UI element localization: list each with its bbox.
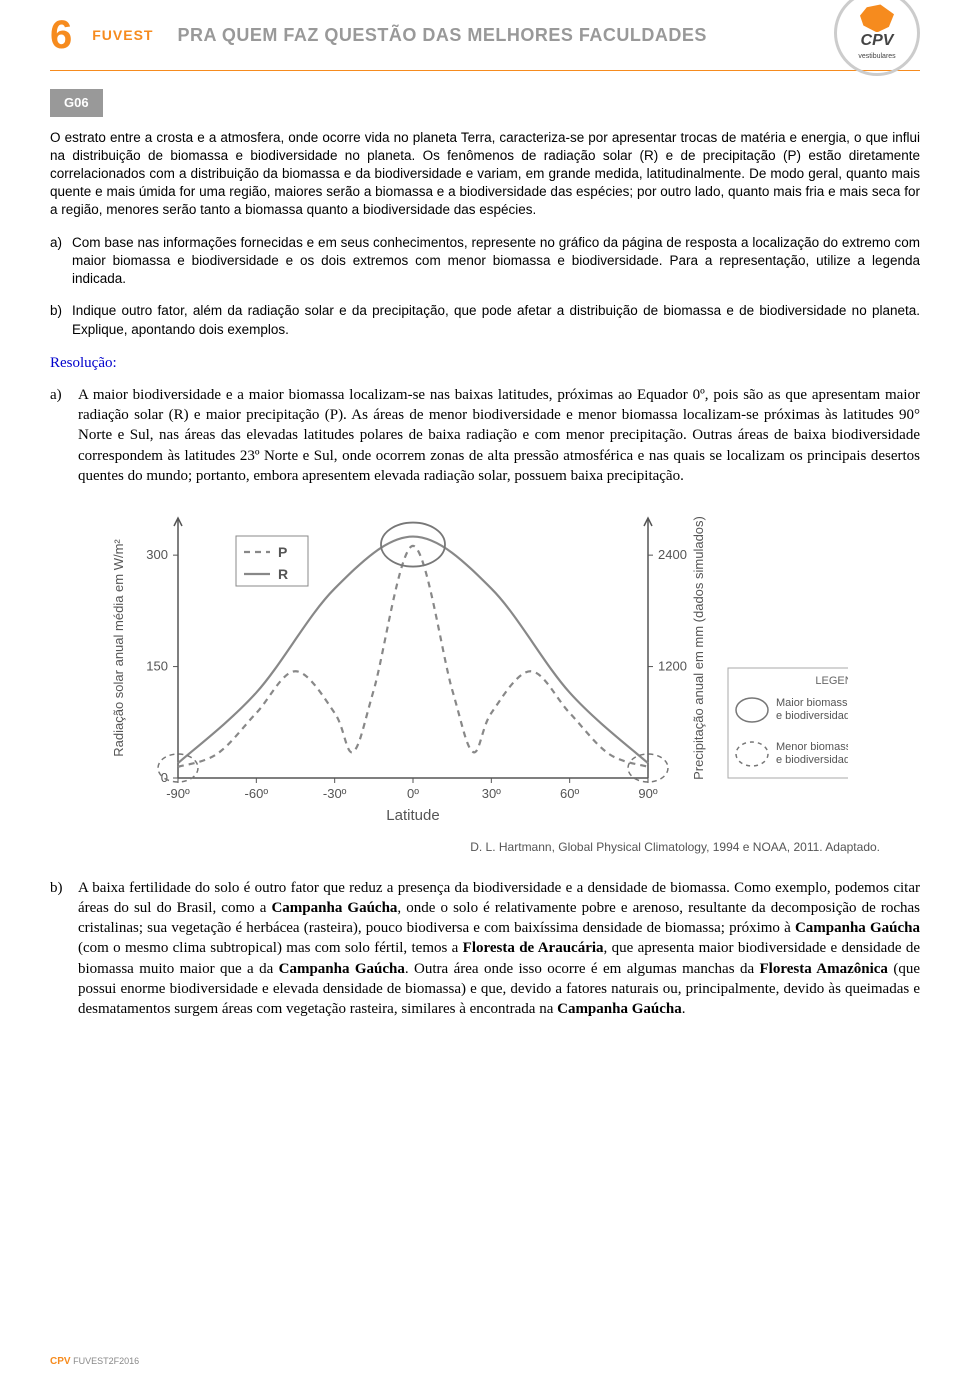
item-a-label: a) [50, 234, 72, 252]
svg-text:60º: 60º [560, 786, 579, 801]
svg-text:2400: 2400 [658, 547, 687, 562]
item-b-label: b) [50, 302, 72, 320]
item-b-text: Indique outro fator, além da radiação so… [50, 302, 920, 338]
svg-text:-90º: -90º [166, 786, 190, 801]
svg-text:e biodiversidade: e biodiversidade [776, 754, 848, 766]
svg-text:0º: 0º [407, 786, 419, 801]
svg-text:-30º: -30º [323, 786, 347, 801]
footer-brand: CPV [50, 1356, 71, 1367]
svg-text:P: P [278, 544, 287, 560]
svg-text:LEGENDA: LEGENDA [815, 675, 848, 687]
page-number: 6 [50, 8, 72, 62]
resolution-a: a) A maior biodiversidade e a maior biom… [50, 385, 920, 486]
svg-text:150: 150 [146, 659, 168, 674]
svg-text:30º: 30º [482, 786, 501, 801]
resolution-b-label: b) [50, 878, 78, 898]
header-brand-small: FUVEST [92, 26, 153, 45]
svg-text:Menor biomassa: Menor biomassa [776, 741, 848, 753]
question-body: O estrato entre a crosta e a atmosfera, … [50, 129, 920, 220]
question-item-a: a) Com base nas informações fornecidas e… [50, 234, 920, 289]
logo-shape-icon [860, 4, 894, 32]
svg-text:1200: 1200 [658, 659, 687, 674]
resolution-heading: Resolução: [50, 353, 920, 373]
chart-source: D. L. Hartmann, Global Physical Climatol… [50, 839, 880, 855]
svg-text:Radiação solar anual média em: Radiação solar anual média em W/m² [111, 539, 126, 757]
page-header: 6 FUVEST PRA QUEM FAZ QUESTÃO DAS MELHOR… [50, 0, 920, 71]
resolution-b-text: A baixa fertilidade do solo é outro fato… [50, 878, 920, 1020]
svg-text:300: 300 [146, 547, 168, 562]
header-headline: PRA QUEM FAZ QUESTÃO DAS MELHORES FACULD… [177, 23, 834, 47]
page-footer: CPV FUVEST2F2016 [50, 1355, 139, 1369]
question-tag: G06 [50, 89, 103, 117]
logo-main-text: CPV [861, 30, 894, 52]
svg-text:Maior biomassa: Maior biomassa [776, 697, 848, 709]
chart-container: -90º -60º -30º 0º 30º 60º 90º Latitude 0 150 300 12… [88, 498, 920, 833]
cpv-logo: CPV vestibulares [834, 0, 920, 76]
item-a-text: Com base nas informações fornecidas e em… [50, 234, 920, 289]
footer-code: FUVEST2F2016 [73, 1356, 139, 1366]
svg-text:-60º: -60º [245, 786, 269, 801]
svg-text:90º: 90º [638, 786, 657, 801]
svg-text:0: 0 [161, 770, 168, 785]
question-item-b: b) Indique outro fator, além da radiação… [50, 302, 920, 338]
logo-sub-text: vestibulares [858, 52, 895, 61]
resolution-a-text: A maior biodiversidade e a maior biomass… [50, 385, 920, 486]
svg-text:Precipitação anual em mm (dado: Precipitação anual em mm (dados simulado… [691, 516, 706, 780]
resolution-a-label: a) [50, 385, 78, 405]
svg-text:Latitude: Latitude [386, 807, 439, 824]
latitude-chart: -90º -60º -30º 0º 30º 60º 90º Latitude 0 150 300 12… [88, 498, 848, 828]
svg-text:e biodiversidade: e biodiversidade [776, 710, 848, 722]
resolution-b: b) A baixa fertilidade do solo é outro f… [50, 878, 920, 1020]
svg-text:R: R [278, 566, 288, 582]
